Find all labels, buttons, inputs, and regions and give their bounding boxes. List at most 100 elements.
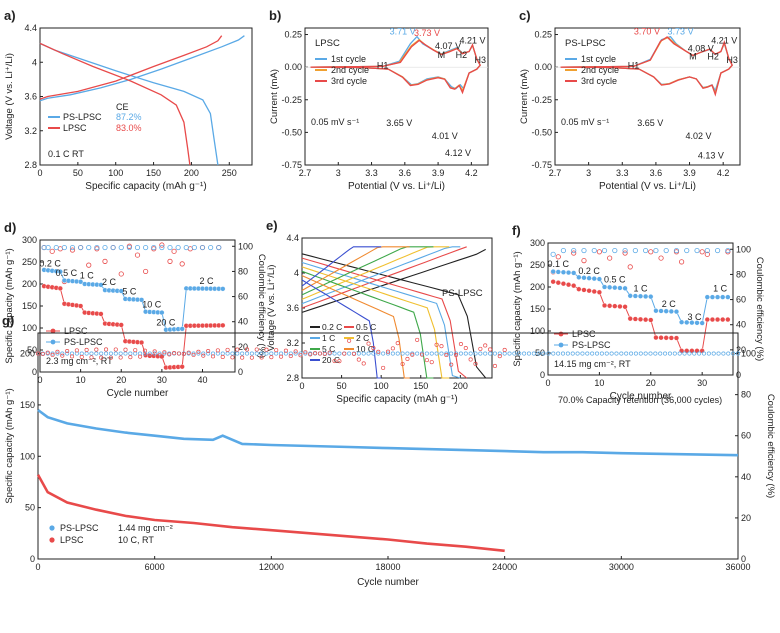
ce-point <box>629 351 634 356</box>
x-tick-label: 3.9 <box>683 168 696 178</box>
ce-point <box>478 351 483 356</box>
ce-point <box>585 351 590 356</box>
ce-point <box>104 347 109 352</box>
x-axis-label: Potential (V vs. Li⁺/Li) <box>348 181 445 192</box>
ce-point <box>215 348 220 353</box>
ce-point <box>434 342 439 347</box>
series-line-0.5 C-discharge <box>301 257 468 379</box>
y-tick-label: 0 <box>30 554 35 564</box>
ce-point <box>565 351 570 356</box>
ce-point <box>208 244 214 251</box>
ce-point <box>596 249 602 255</box>
ce-point <box>632 247 638 254</box>
ce-point <box>45 350 50 355</box>
ce-point <box>274 348 279 353</box>
y-axis-label: Specific capacity (mAh g⁻¹) <box>4 248 15 363</box>
ce-point <box>172 351 177 356</box>
ce-point <box>128 355 133 360</box>
legend-label: 0.5 C <box>356 322 376 332</box>
ce-point <box>376 351 381 356</box>
x-tick-label: 0 <box>299 381 304 391</box>
ce-point <box>50 351 55 356</box>
x-tick-label: 3.6 <box>399 168 412 178</box>
peak-label: 4.13 V <box>698 150 724 160</box>
y-tick-label: 100 <box>20 451 35 461</box>
ce-point <box>601 247 608 254</box>
ce-point <box>492 363 497 368</box>
ce-point <box>497 354 502 359</box>
x-tick-label: 0 <box>37 375 42 385</box>
capacity-point <box>179 326 185 332</box>
chart-title: LPSC <box>315 38 340 49</box>
capacity-point <box>632 316 638 322</box>
capacity-point <box>601 284 608 290</box>
x-tick-label: 4.2 <box>465 168 478 178</box>
ce-point <box>581 247 587 254</box>
ce-point <box>293 351 298 356</box>
ce-point <box>643 247 649 254</box>
ce-point <box>99 355 104 360</box>
ce-point <box>381 351 386 356</box>
ce-point <box>570 351 575 356</box>
ce-point <box>385 349 391 354</box>
ce-point <box>726 351 731 356</box>
panel-label: d) <box>4 220 16 235</box>
ce-point <box>458 351 463 356</box>
ce-point <box>322 351 327 357</box>
peak-label: 3.70 V <box>634 27 660 37</box>
ce-point <box>405 351 410 356</box>
x-tick-label: 3.3 <box>365 168 378 178</box>
ce-point <box>134 252 141 258</box>
ce-point <box>152 351 157 356</box>
ce-point <box>492 351 497 356</box>
legend-note: 1.44 mg cm⁻² <box>118 523 173 533</box>
ce-point <box>463 346 468 351</box>
ce-point <box>65 351 70 356</box>
x-tick-label: 12000 <box>259 562 284 572</box>
ce-point <box>157 353 162 358</box>
ce-point <box>162 351 167 356</box>
ce-point <box>230 351 235 356</box>
ce-point <box>240 355 245 360</box>
ce-point <box>531 351 536 356</box>
ce-point <box>94 351 99 356</box>
ce-point <box>684 247 690 254</box>
capacity-point <box>78 279 84 285</box>
series-line-5 C-charge <box>301 246 434 296</box>
rate-label: 0.2 C <box>39 258 61 268</box>
ce-point <box>400 361 405 367</box>
peak-label: 3.65 V <box>637 118 663 128</box>
ce-point <box>522 351 527 356</box>
ce-point <box>143 244 149 251</box>
ce-point <box>439 344 444 349</box>
ce-point <box>206 348 211 354</box>
series-line-PS-LPSC-discharge <box>39 42 219 166</box>
ce-point <box>235 351 240 356</box>
capacity-point <box>668 308 674 315</box>
capacity-point <box>98 311 104 317</box>
y-tick-label: -0.25 <box>281 95 302 105</box>
ce-point <box>216 244 222 251</box>
x-tick-label: 2.7 <box>299 168 312 178</box>
ce-point <box>444 352 449 358</box>
ce-point <box>138 354 143 359</box>
ce-point <box>167 258 173 264</box>
series-line-2 C-discharge <box>301 266 450 379</box>
ce-point <box>60 353 65 358</box>
x-tick-label: 6000 <box>145 562 165 572</box>
ce-point <box>113 347 118 352</box>
y2-tick-label: 20 <box>741 513 751 523</box>
ce-point <box>502 351 507 356</box>
y-tick-label: 3.2 <box>286 338 299 348</box>
series-line-PS-LPSC-charge <box>39 35 245 102</box>
ce-point <box>497 351 502 356</box>
capacity-point <box>591 276 597 282</box>
y-axis-label: Specific capacity (mAh g⁻¹) <box>512 251 523 366</box>
ce-point <box>473 351 478 356</box>
capacity-point <box>632 293 638 299</box>
legend-label: PS-LPSC <box>60 523 99 533</box>
y-tick-label: 200 <box>22 279 37 289</box>
capacity-point <box>576 286 582 292</box>
ce-point <box>550 251 556 257</box>
plot-frame <box>304 27 489 166</box>
